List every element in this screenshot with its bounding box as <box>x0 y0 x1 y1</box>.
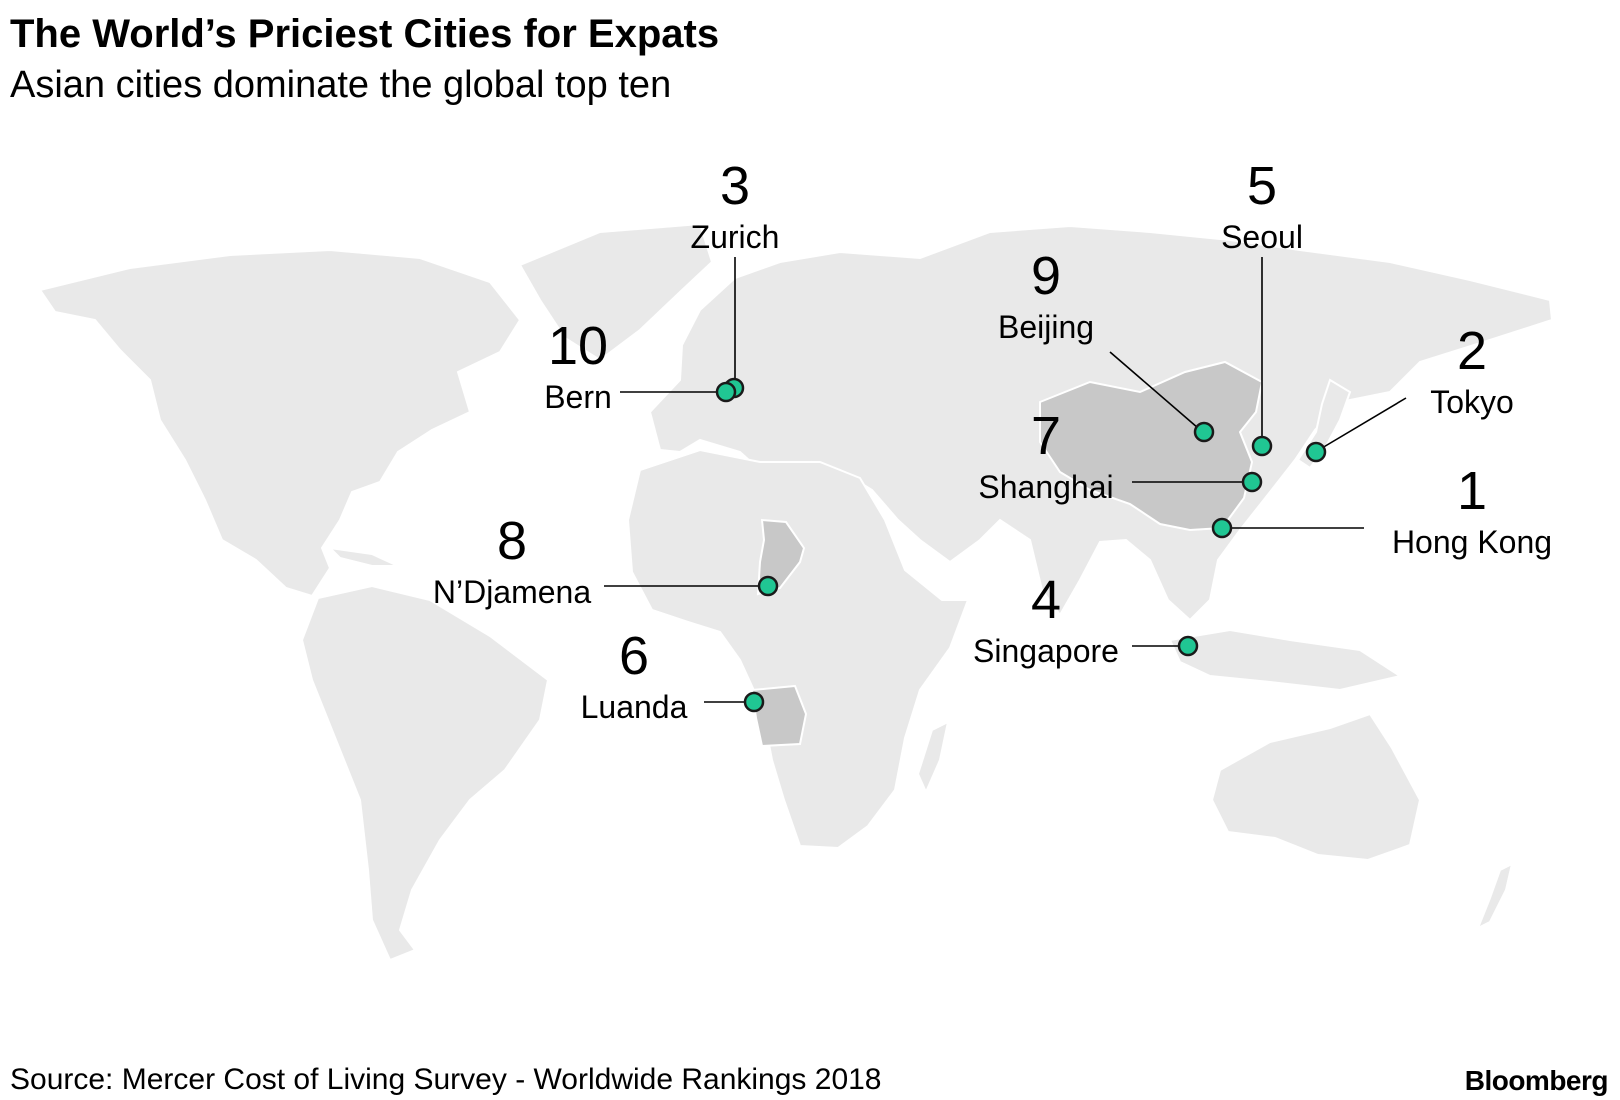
chart-title: The World’s Priciest Cities for Expats <box>10 12 720 56</box>
leader-line-tokyo <box>1321 397 1407 449</box>
city-marker-beijing <box>1193 421 1215 443</box>
city-label-beijing: Beijing <box>998 309 1094 345</box>
city-rank-singapore: 4 <box>1031 570 1061 630</box>
brand-logo: Bloomberg <box>1464 1065 1609 1096</box>
leader-line-beijing <box>1109 351 1199 429</box>
city-label-shanghai: Shanghai <box>978 469 1113 505</box>
city-label-n-djamena: N’Djamena <box>433 574 591 610</box>
land-south-america <box>300 584 550 962</box>
land-africa <box>626 448 970 850</box>
city-rank-beijing: 9 <box>1031 246 1061 306</box>
city-marker-tokyo <box>1305 441 1327 463</box>
city-label-luanda: Luanda <box>581 689 688 725</box>
land-new-zealand <box>1476 862 1514 931</box>
city-marker-shanghai <box>1241 471 1263 493</box>
city-marker-bern <box>715 381 737 403</box>
land-australia <box>1210 712 1422 862</box>
source-note: Source: Mercer Cost of Living Survey - W… <box>10 1063 882 1096</box>
city-label-tokyo: Tokyo <box>1430 384 1514 420</box>
city-rank-bern: 10 <box>548 316 608 376</box>
city-label-bern: Bern <box>544 379 612 415</box>
city-rank-n-djamena: 8 <box>497 511 527 571</box>
land-caribbean <box>327 546 399 567</box>
chart-subtitle: Asian cities dominate the global top ten <box>10 64 672 106</box>
city-rank-hong-kong: 1 <box>1457 461 1487 521</box>
city-label-zurich: Zurich <box>691 219 780 255</box>
city-label-singapore: Singapore <box>973 633 1119 669</box>
city-label-seoul: Seoul <box>1221 219 1303 255</box>
city-rank-shanghai: 7 <box>1031 406 1061 466</box>
city-marker-seoul <box>1251 435 1273 457</box>
city-marker-luanda <box>743 691 765 713</box>
land-southeast-asia-islands <box>1168 628 1403 692</box>
city-marker-singapore <box>1177 635 1199 657</box>
land-greenland <box>518 222 714 362</box>
city-rank-seoul: 5 <box>1247 156 1277 216</box>
country-angola <box>750 684 808 748</box>
city-rank-luanda: 6 <box>619 626 649 686</box>
country-chad <box>756 518 806 596</box>
city-rank-tokyo: 2 <box>1457 321 1487 381</box>
city-marker-n-djamena <box>757 575 779 597</box>
city-label-hong-kong: Hong Kong <box>1392 524 1552 560</box>
city-rank-zurich: 3 <box>720 156 750 216</box>
land-madagascar <box>916 720 950 795</box>
land-north-america <box>38 248 522 598</box>
city-marker-hong-kong <box>1211 517 1233 539</box>
